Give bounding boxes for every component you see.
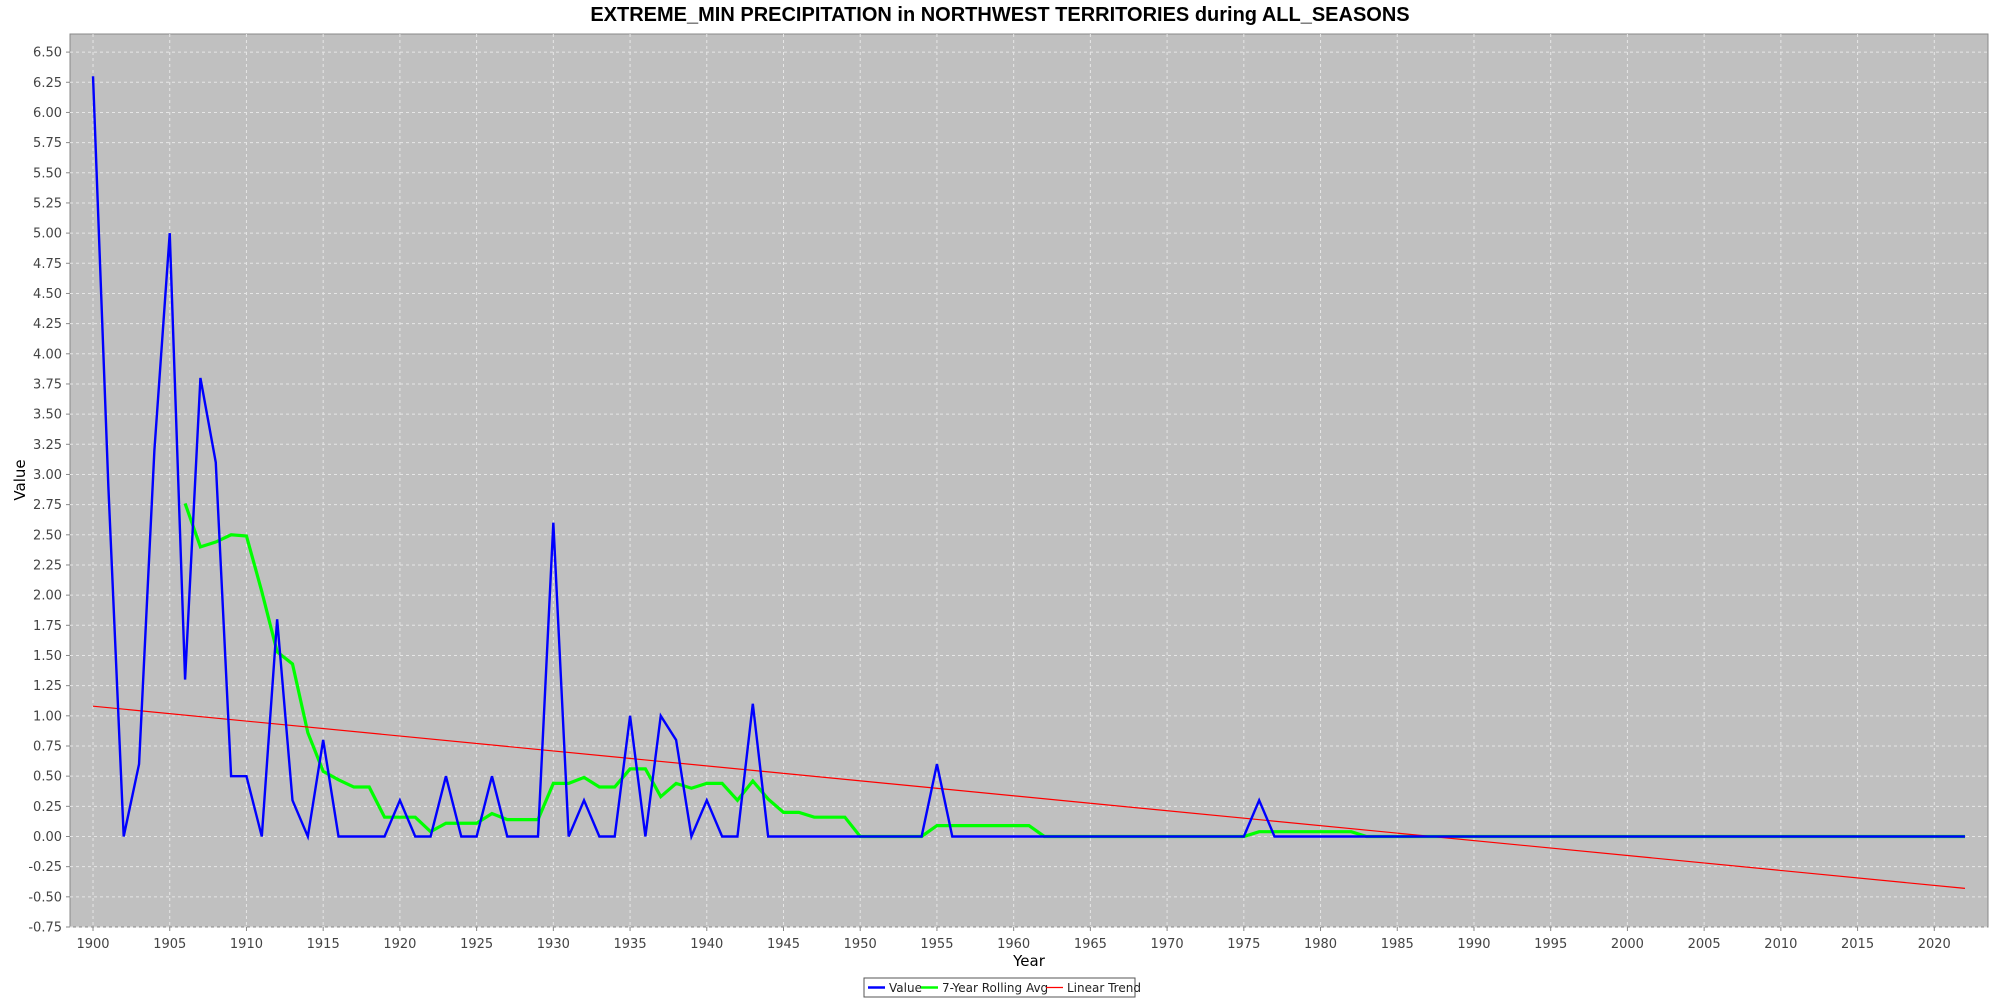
y-tick-label: 6.50 — [33, 46, 62, 61]
x-tick-label: 2020 — [1918, 937, 1951, 952]
chart-title: EXTREME_MIN PRECIPITATION in NORTHWEST T… — [590, 4, 1409, 26]
y-tick-label: 5.25 — [33, 196, 62, 211]
y-tick-label: 4.75 — [33, 257, 62, 272]
x-tick-label: 2000 — [1611, 937, 1644, 952]
gridlines — [70, 34, 1988, 928]
y-tick-label: 0.25 — [33, 800, 62, 815]
series-line-value — [91, 76, 1965, 841]
x-tick-label: 1940 — [690, 937, 723, 952]
series-line-linear-trend — [92, 705, 1966, 889]
legend-label-value: Value — [889, 981, 922, 995]
x-tick-label: 1900 — [76, 937, 109, 952]
y-tick-label: 2.25 — [33, 558, 62, 573]
y-tick-label: 2.00 — [33, 589, 62, 604]
x-tick-label: 1910 — [230, 937, 263, 952]
y-tick-label: -0.50 — [28, 890, 62, 905]
y-tick-label: 0.75 — [33, 739, 62, 754]
x-tick-label: 1950 — [844, 937, 877, 952]
y-tick-label: 3.25 — [33, 438, 62, 453]
x-tick-label: 1920 — [383, 937, 416, 952]
legend: Value 7-Year Rolling Avg Linear Trend — [863, 977, 1141, 998]
x-tick-label: 1995 — [1534, 937, 1567, 952]
y-tick-label: 6.00 — [33, 106, 62, 121]
y-tick-label: -0.25 — [28, 860, 62, 875]
legend-box — [863, 977, 1136, 998]
x-tick-label: 1980 — [1304, 937, 1337, 952]
x-tick-label: 1915 — [307, 937, 340, 952]
y-tick-label: 5.50 — [33, 166, 62, 181]
x-axis-label: Year — [1012, 952, 1046, 970]
y-tick-label: 0.00 — [33, 830, 62, 845]
x-tick-label: 1985 — [1381, 937, 1414, 952]
x-tick-label: 1955 — [920, 937, 953, 952]
y-tick-label: 4.25 — [33, 317, 62, 332]
y-tick-label: 6.25 — [33, 76, 62, 91]
legend-label-7-year-rolling-avg: 7-Year Rolling Avg — [942, 981, 1048, 995]
y-tick-label: 1.25 — [33, 679, 62, 694]
x-tick-label: 1970 — [1151, 937, 1184, 952]
x-tick-label: 1935 — [614, 937, 647, 952]
x-tick-label: 1925 — [460, 937, 493, 952]
y-tick-label: 1.50 — [33, 649, 62, 664]
x-tick-label: 1905 — [153, 937, 186, 952]
y-tick-label: 1.00 — [33, 709, 62, 724]
y-tick-label: 1.75 — [33, 619, 62, 634]
y-tick-label: 0.50 — [33, 770, 62, 785]
y-tick-label: 4.50 — [33, 287, 62, 302]
x-tick-label: 2010 — [1764, 937, 1797, 952]
y-tick-label: 3.00 — [33, 468, 62, 483]
x-tick-label: 1930 — [537, 937, 570, 952]
y-tick-label: 3.50 — [33, 408, 62, 423]
y-tick-label: 2.50 — [33, 528, 62, 543]
y-tick-label: 3.75 — [33, 377, 62, 392]
series-lines — [91, 76, 1966, 889]
y-tick-label: 5.75 — [33, 136, 62, 151]
axes: -0.75 -0.50 -0.25 0.00 0.25 0.50 0.75 1.00 1.25 1… — [28, 46, 1950, 952]
plot-area — [69, 33, 1989, 928]
x-tick-label: 1945 — [767, 937, 800, 952]
x-tick-label: 1965 — [1074, 937, 1107, 952]
x-tick-label: 1990 — [1457, 937, 1490, 952]
x-tick-label: 2015 — [1841, 937, 1874, 952]
y-tick-label: 4.00 — [33, 347, 62, 362]
x-tick-label: 1960 — [997, 937, 1030, 952]
x-tick-label: 1975 — [1227, 937, 1260, 952]
legend-label-linear-trend: Linear Trend — [1067, 981, 1141, 995]
y-axis-label: Value — [11, 459, 29, 500]
x-tick-label: 2005 — [1688, 937, 1721, 952]
y-tick-label: -0.75 — [28, 921, 62, 936]
y-tick-label: 2.75 — [33, 498, 62, 513]
y-tick-label: 5.00 — [33, 227, 62, 242]
